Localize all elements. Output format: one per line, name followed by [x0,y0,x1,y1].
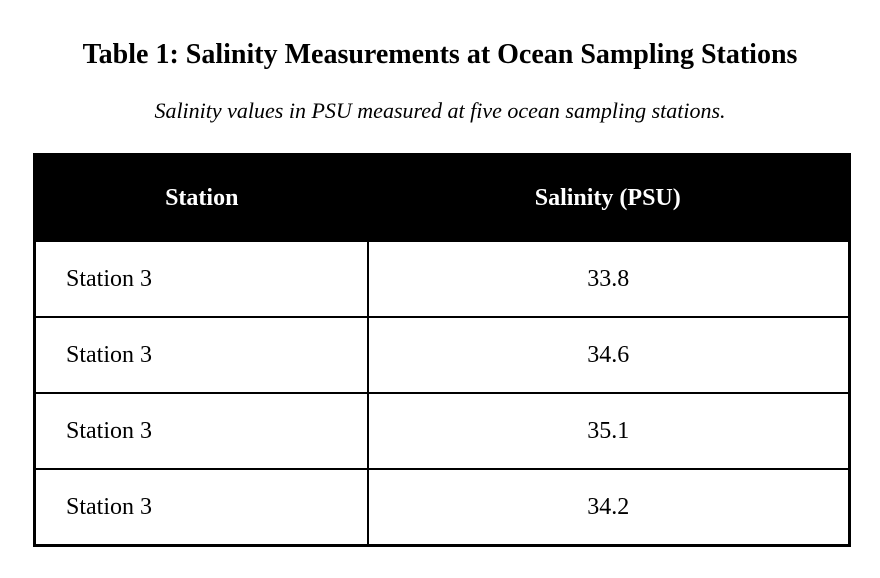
header-salinity: Salinity (PSU) [367,154,850,241]
station-cell: Station 3 [33,392,369,470]
table-header: Station Salinity (PSU) [34,154,850,241]
station-cell: Station 3 [33,468,369,547]
salinity-cell: 35.1 [366,392,851,470]
table-row: Station 3 35.1 [33,392,851,470]
table-body: Station 3 33.8 Station 3 34.6 Station 3 … [33,240,851,547]
table-row: Station 3 34.2 [33,468,851,547]
station-cell: Station 3 [33,240,369,318]
header-station: Station [34,154,368,241]
table-row: Station 3 34.6 [33,316,851,394]
table-row: Station 3 33.8 [33,240,851,318]
salinity-cell: 34.6 [366,316,851,394]
salinity-table: Station Salinity (PSU) Station 3 33.8 St… [33,153,851,547]
station-cell: Station 3 [33,316,369,394]
salinity-cell: 34.2 [366,468,851,547]
header-row: Station Salinity (PSU) [34,154,850,241]
table-caption: Salinity values in PSU measured at five … [154,98,726,123]
table-title: Table 1: Salinity Measurements at Ocean … [82,39,798,70]
salinity-cell: 33.8 [366,240,851,318]
